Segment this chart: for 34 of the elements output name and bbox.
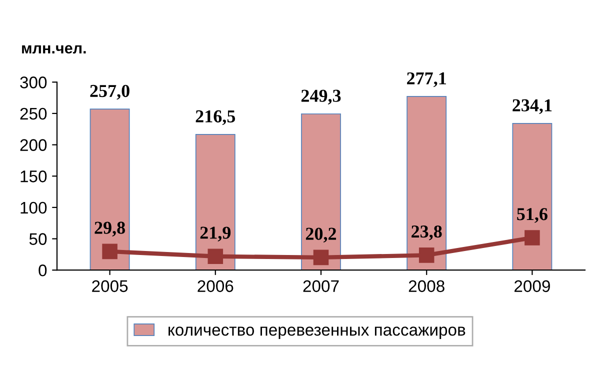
bar (195, 134, 236, 270)
data-label: 20,2 (306, 228, 336, 243)
x-tick-label: 2008 (408, 280, 444, 292)
point (524, 230, 540, 246)
bar (301, 113, 341, 270)
point (208, 248, 224, 264)
data-label: 249,3 (301, 90, 341, 105)
x-tick-label: 2009 (514, 280, 550, 292)
data-label: 23,8 (412, 225, 442, 240)
data-label: 277,1 (407, 72, 446, 88)
y-tick-label: 50 (29, 233, 47, 245)
y-tick-label: 250 (20, 108, 47, 120)
data-label: 51,6 (517, 208, 548, 223)
data-label: 257,0 (90, 84, 130, 100)
y-tick-label: 300 (20, 76, 47, 88)
bar (512, 122, 552, 270)
x-tick-label: 2007 (303, 280, 339, 292)
y-tick-label: 100 (20, 202, 47, 214)
legend-label: количество перевезенных пассажиров (168, 326, 466, 340)
point (418, 248, 434, 263)
point (102, 244, 118, 260)
bar (90, 108, 130, 270)
x-tick-label: 2005 (92, 280, 128, 292)
data-label: 234,1 (512, 99, 552, 114)
data-label: 21,9 (200, 226, 231, 242)
point (313, 250, 329, 266)
y-tick-label: 0 (38, 264, 47, 276)
data-label: 216,5 (196, 110, 236, 126)
y-tick-label: 150 (20, 170, 47, 182)
x-tick-label: 2006 (198, 280, 234, 292)
y-axis-title: млн.чел. (22, 45, 86, 54)
data-label: 29,8 (94, 222, 125, 236)
bar (406, 96, 447, 270)
y-tick-label: 200 (20, 139, 47, 151)
